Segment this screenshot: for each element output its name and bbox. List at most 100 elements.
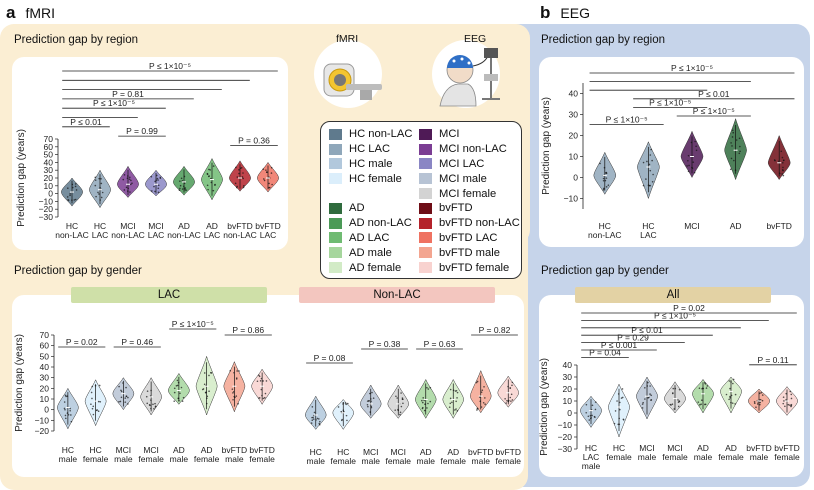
data-point	[427, 402, 429, 405]
data-point	[99, 400, 102, 403]
data-point	[616, 400, 618, 402]
data-point	[621, 396, 624, 399]
data-point	[208, 168, 210, 171]
data-point	[483, 385, 485, 388]
data-point	[641, 407, 644, 409]
data-point	[63, 401, 66, 403]
data-point	[74, 185, 77, 188]
x-tick-label: MCI male	[362, 447, 381, 466]
data-point	[620, 397, 623, 399]
data-point	[646, 160, 648, 163]
x-tick-label: bvFTD	[766, 221, 792, 231]
legend-label: bvFTD female	[439, 261, 510, 274]
data-point	[687, 154, 690, 157]
x-tick-label: HC LAC	[92, 221, 109, 240]
data-point	[125, 395, 128, 397]
data-point	[734, 403, 736, 405]
data-point	[671, 403, 674, 406]
data-point	[701, 387, 703, 390]
data-point	[369, 392, 371, 395]
data-point	[614, 410, 617, 412]
data-point	[178, 189, 181, 191]
data-point	[206, 173, 209, 176]
data-point	[692, 161, 695, 163]
y-tick-label: 0	[567, 408, 572, 418]
data-point	[427, 388, 430, 390]
data-point	[92, 413, 95, 416]
fmri-scanner-illustration	[314, 40, 382, 108]
data-point	[753, 402, 756, 404]
data-point	[641, 403, 644, 405]
legend-label: MCI female	[439, 187, 497, 200]
y-tick-label: 70	[40, 330, 50, 340]
data-point	[232, 398, 234, 401]
legend-label: bvFTD LAC	[439, 231, 498, 244]
data-point	[123, 174, 126, 176]
x-tick-label: MCI female	[138, 445, 164, 464]
data-point	[131, 182, 133, 185]
data-point	[619, 401, 621, 404]
data-point	[207, 188, 209, 191]
data-point	[650, 399, 653, 401]
data-point	[203, 372, 206, 374]
data-point	[179, 180, 181, 182]
data-point	[151, 190, 153, 192]
data-point	[761, 399, 764, 402]
y-tick-label: 60	[44, 142, 54, 152]
panel-b-letter: b	[540, 3, 551, 22]
data-point	[423, 399, 425, 402]
data-point	[730, 142, 732, 144]
data-point	[337, 406, 340, 408]
legend-swatch	[329, 143, 342, 155]
all-tag: All	[575, 287, 771, 303]
data-point	[270, 172, 273, 174]
data-point	[594, 408, 597, 411]
data-point	[787, 403, 790, 406]
eeg-electrode	[467, 61, 471, 65]
x-tick-label: HC female	[83, 445, 109, 464]
legend-item: MCI female	[419, 186, 520, 201]
data-point	[688, 164, 690, 167]
data-point	[697, 401, 700, 403]
y-tick-label: 30	[40, 373, 50, 383]
data-point	[265, 169, 267, 171]
data-point	[672, 387, 675, 390]
data-point	[179, 184, 182, 187]
data-point	[401, 397, 404, 399]
data-point	[145, 395, 148, 398]
y-tick-label: 50	[44, 150, 54, 160]
x-tick-label: bvFTD male	[468, 447, 494, 466]
x-tick-label: AD non-LAC	[167, 221, 201, 240]
data-point	[670, 404, 672, 406]
data-point	[759, 398, 762, 401]
data-point	[119, 400, 122, 403]
panel-a-letter: a	[6, 3, 16, 22]
data-point	[399, 413, 401, 416]
data-point	[704, 403, 707, 406]
data-point	[455, 400, 457, 403]
data-point	[152, 403, 154, 406]
data-point	[159, 177, 162, 179]
data-point	[208, 390, 210, 393]
data-point	[449, 388, 452, 391]
legend-label: bvFTD	[439, 202, 473, 215]
legend-swatch	[329, 247, 342, 259]
data-point	[319, 420, 321, 423]
eeg-monitor	[484, 48, 498, 58]
data-point	[366, 400, 369, 402]
eeg-person-body	[439, 83, 477, 107]
x-tick-label: MCI	[684, 221, 700, 231]
legend-label: bvFTD male	[439, 246, 500, 259]
data-point	[511, 384, 513, 387]
y-tick-label: 40	[569, 89, 579, 99]
fmri-table-base	[360, 90, 372, 100]
data-point	[130, 179, 132, 182]
data-point	[423, 409, 426, 412]
x-tick-label: bvFTD male	[222, 445, 248, 464]
data-point	[652, 173, 654, 176]
data-point	[312, 416, 314, 419]
data-point	[783, 400, 785, 402]
data-point	[311, 406, 314, 408]
data-point	[209, 177, 212, 180]
data-point	[510, 393, 513, 396]
